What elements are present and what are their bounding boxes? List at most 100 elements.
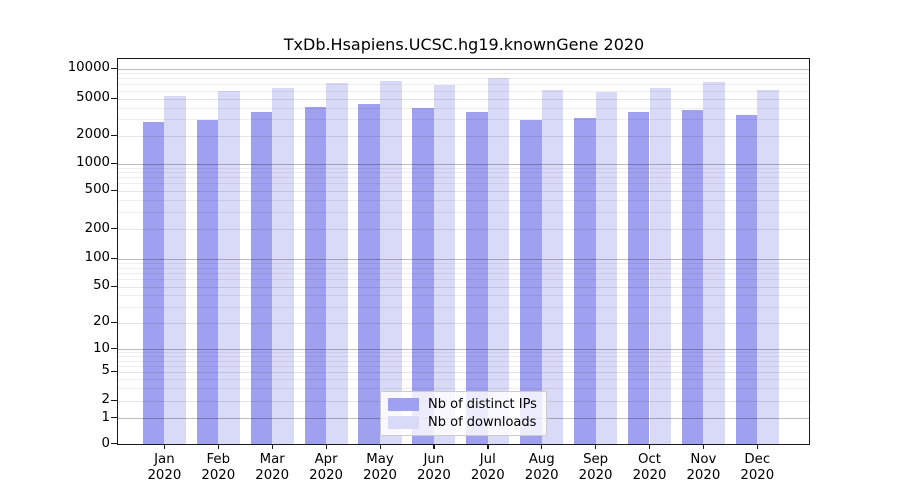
bar-nb-of-distinct-ips: [196, 119, 219, 444]
gridline: [118, 73, 809, 75]
y-tick-mark: [111, 399, 117, 401]
legend-label-distinct-ips: Nb of distinct IPs: [428, 397, 537, 413]
y-axis-tick-label: 1: [101, 409, 110, 425]
y-axis-tick-label: 5: [101, 363, 110, 378]
bar-nb-of-downloads: [541, 90, 564, 444]
bar-nb-of-downloads: [703, 82, 725, 444]
x-tick-year: 2020: [147, 467, 182, 483]
x-tick-mark: [163, 444, 166, 449]
x-axis-tick-label: Aug 2020: [500, 452, 584, 483]
x-tick-month: Nov: [690, 452, 717, 467]
y-tick-mark: [111, 257, 117, 259]
x-tick-month: May: [366, 452, 394, 467]
x-tick-year: 2020: [255, 467, 290, 483]
x-tick-year: 2020: [201, 467, 236, 483]
bar-nb-of-distinct-ips: [574, 118, 596, 444]
y-tick-mark: [111, 162, 117, 164]
y-tick-mark: [111, 97, 117, 99]
y-tick-mark: [111, 285, 117, 287]
x-tick-month: Apr: [314, 452, 338, 467]
y-axis-tick-label: 0: [101, 435, 110, 451]
x-tick-mark: [756, 444, 759, 449]
x-axis-tick-label: Dec 2020: [715, 452, 799, 483]
bar-nb-of-downloads: [218, 91, 240, 444]
x-tick-month: Aug: [528, 452, 555, 467]
x-axis-tick-label: Oct 2020: [608, 452, 692, 483]
y-axis-tick-label: 2: [101, 392, 110, 407]
x-tick-mark: [433, 444, 435, 449]
x-tick-month: Feb: [206, 452, 231, 467]
y-axis-tick-label: 10: [93, 340, 110, 356]
x-axis-tick-label: Feb 2020: [176, 452, 260, 483]
bar-nb-of-downloads: [380, 80, 402, 444]
y-tick-mark: [111, 321, 117, 323]
gridline: [118, 78, 809, 80]
y-tick-mark: [111, 228, 117, 230]
x-tick-year: 2020: [470, 467, 505, 483]
y-axis-tick-label: 20: [93, 314, 110, 329]
y-axis-tick-label: 2000: [76, 127, 110, 142]
bar-nb-of-downloads: [272, 88, 294, 444]
y-tick-mark: [111, 348, 117, 350]
x-axis-tick-label: May 2020: [338, 452, 422, 483]
x-tick-year: 2020: [632, 467, 667, 483]
plot-area: Nb of distinct IPs Nb of downloads: [117, 58, 810, 445]
x-axis-tick-label: Mar 2020: [230, 452, 314, 483]
x-tick-year: 2020: [578, 467, 613, 483]
x-tick-month: Sep: [583, 452, 609, 467]
bar-nb-of-downloads: [649, 88, 672, 444]
y-tick-mark: [111, 370, 117, 372]
legend-item-downloads: Nb of downloads: [388, 415, 539, 430]
x-axis-tick-label: Jul 2020: [446, 452, 530, 483]
legend: Nb of distinct IPs Nb of downloads: [380, 391, 547, 436]
x-tick-mark: [595, 444, 597, 449]
y-axis-tick-label: 50: [93, 278, 110, 293]
x-axis-tick-label: Apr 2020: [284, 452, 368, 483]
y-tick-mark: [111, 134, 117, 136]
x-tick-year: 2020: [416, 467, 451, 483]
x-tick-year: 2020: [524, 467, 559, 483]
bar-nb-of-downloads: [487, 78, 510, 444]
x-tick-year: 2020: [309, 467, 344, 483]
chart-title: TxDb.Hsapiens.UCSC.hg19.knownGene 2020: [283, 35, 645, 54]
bar-nb-of-distinct-ips: [735, 114, 758, 444]
x-tick-month: Mar: [259, 452, 285, 467]
x-tick-month: Dec: [744, 452, 771, 467]
legend-item-distinct-ips: Nb of distinct IPs: [388, 397, 539, 412]
legend-swatch-downloads-icon: [388, 415, 419, 429]
bar-nb-of-distinct-ips: [627, 112, 650, 444]
y-tick-mark: [111, 443, 117, 445]
x-tick-year: 2020: [740, 467, 775, 483]
bar-nb-of-distinct-ips: [681, 109, 704, 444]
x-tick-mark: [217, 444, 220, 449]
bar-nb-of-distinct-ips: [142, 121, 165, 444]
legend-swatch-distinct-ips-icon: [388, 398, 419, 412]
x-tick-month: Jun: [423, 452, 445, 467]
y-axis-tick-label: 10000: [67, 60, 110, 75]
y-tick-mark: [111, 417, 117, 419]
x-tick-mark: [325, 444, 327, 449]
x-tick-mark: [541, 444, 543, 449]
bar-nb-of-distinct-ips: [304, 107, 327, 444]
bar-nb-of-downloads: [433, 85, 456, 444]
x-tick-month: Oct: [638, 452, 661, 467]
bar-nb-of-distinct-ips: [466, 111, 488, 444]
x-tick-mark: [649, 444, 651, 449]
gridline: [118, 68, 809, 70]
bar-nb-of-distinct-ips: [520, 119, 542, 444]
x-tick-year: 2020: [363, 467, 397, 483]
x-tick-month: Jul: [479, 452, 496, 467]
bar-nb-of-distinct-ips: [412, 108, 434, 444]
y-tick-mark: [111, 67, 117, 69]
x-tick-mark: [702, 444, 705, 449]
x-tick-year: 2020: [686, 467, 721, 483]
y-axis-tick-label: 1000: [76, 155, 110, 170]
y-axis-tick-label: 5000: [76, 90, 110, 105]
x-axis-tick-label: Sep 2020: [554, 452, 638, 483]
x-axis-tick-label: Nov 2020: [661, 452, 745, 483]
y-axis-tick-label: 200: [84, 220, 110, 236]
y-axis-tick-label: 500: [84, 182, 110, 197]
y-axis-tick-label: 100: [84, 250, 110, 265]
bar-nb-of-distinct-ips: [250, 112, 273, 444]
